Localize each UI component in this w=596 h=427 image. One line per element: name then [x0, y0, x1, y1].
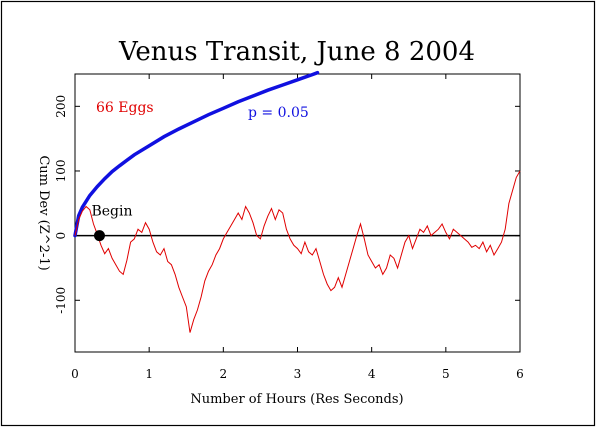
y-tick-label: -100 — [54, 287, 68, 314]
x-tick-label: 2 — [220, 367, 228, 381]
x-tick-label: 3 — [294, 367, 302, 381]
begin-marker — [93, 230, 105, 242]
series-significance-envelope — [73, 70, 320, 238]
eggs-count-label: 66 Eggs — [96, 100, 154, 116]
x-tick-label: 1 — [145, 367, 153, 381]
y-axis-ticks: -100 0 100 200 — [54, 95, 520, 314]
x-axis-ticks: 0 1 2 3 4 5 6 — [71, 74, 524, 381]
y-tick-label: 100 — [54, 160, 68, 183]
x-tick-label: 4 — [368, 367, 376, 381]
x-axis-label: Number of Hours (Res Seconds) — [190, 392, 403, 407]
x-tick-label: 5 — [442, 367, 450, 381]
series-cumulative-deviation — [74, 170, 521, 333]
y-tick-label: 0 — [54, 232, 68, 240]
x-tick-label: 0 — [71, 367, 79, 381]
chart-title: Venus Transit, June 8 2004 — [118, 37, 475, 67]
x-tick-label: 6 — [516, 367, 524, 381]
probability-label: p = 0.05 — [248, 105, 309, 121]
begin-label: Begin — [91, 204, 132, 220]
y-tick-label: 200 — [54, 95, 68, 118]
y-axis-label: Cum Dev (Z^2-1) — [36, 155, 51, 270]
